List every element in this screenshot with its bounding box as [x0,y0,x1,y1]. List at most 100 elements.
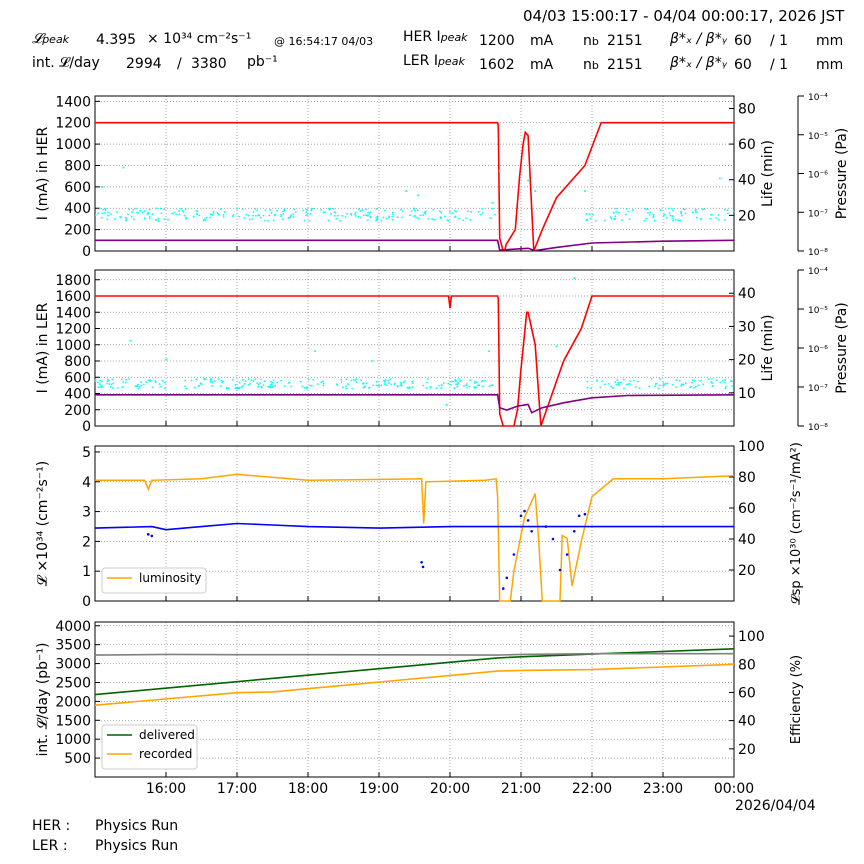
specific-lumi-point [519,514,523,518]
pressure-point [424,210,427,213]
pressure-point [401,210,404,213]
pressure-point [607,383,610,385]
pressure-point [417,194,420,197]
pressure-point [613,218,615,221]
pressure-point [269,209,272,211]
pressure-point [131,211,133,214]
pressure-point [594,219,597,222]
x-tick-label: 17:00 [217,781,257,797]
pressure-point [389,378,392,380]
pressure-point [488,385,491,388]
pressure-point [616,379,619,381]
pressure-point [147,211,150,214]
y-tick-label: 1600 [55,289,91,305]
pressure-point [711,378,713,380]
pressure-point [97,381,99,384]
pressure-point [234,387,237,390]
y-tick-label: 800 [64,158,91,174]
series-life-line [95,394,735,414]
pressure-point [404,190,407,193]
pressure-point [596,379,598,382]
pressure-point [283,208,286,211]
pressure-point [137,212,140,214]
pressure-point [357,215,360,218]
pressure-point [488,350,491,353]
pressure-point [149,379,152,382]
pressure-point [308,220,311,222]
y-axis-label: I (mA) in LER [35,302,51,393]
pressure-point [238,215,241,218]
pressure-point [671,215,674,218]
pressure-point [175,213,177,216]
pressure-point [116,387,119,389]
pressure-point [165,358,167,361]
pressure-point [280,215,282,218]
pressure-point [350,379,353,382]
pressure-point [527,179,530,182]
pressure-point [305,211,308,214]
pressure-point [481,380,484,382]
plot-frame [94,621,735,778]
specific-lumi-point [146,533,150,536]
pressure-point [355,378,358,381]
pressure-point [470,210,473,213]
pressure-point [238,386,241,389]
y2-tick-label: 40 [738,173,756,189]
y2-tick-label: 20 [738,353,756,369]
x-tick-label: 23:00 [643,781,683,797]
pressure-point [167,218,169,221]
pressure-point [610,385,612,388]
y-tick-label: 1400 [55,94,91,110]
pressure-point [247,214,250,217]
pressure-point [357,208,360,211]
pressure-point [474,382,476,384]
her-betax-value: 60 [734,33,752,49]
pressure-point [732,210,735,213]
pressure-point [612,212,615,214]
pressure-point [119,216,122,219]
pressure-point [455,380,457,382]
pressure-point [245,213,248,216]
pressure-point [222,380,224,383]
pressure-point [128,208,131,211]
pressure-point [621,219,623,222]
pressure-point [339,220,341,222]
pressure-point [431,218,434,221]
pressure-point [293,208,296,211]
pressure-point [625,383,628,386]
pressure-point [454,215,457,218]
pressure-point [329,207,332,210]
pressure-point [142,383,145,386]
pressure-point [654,385,656,388]
pressure-point [701,208,704,211]
her-ipeak-unit: mA [530,33,554,49]
pressure-point [411,386,414,389]
pressure-point [652,213,655,216]
pressure-point [368,213,371,216]
pressure-point [614,215,617,218]
pressure-point [601,380,603,383]
pressure-point [290,385,293,388]
pressure-point [128,378,131,380]
pressure-point [320,381,323,383]
pressure-point [259,216,262,219]
pressure-point [262,384,265,386]
pressure-point [217,213,220,216]
pressure-point [267,385,269,388]
pressure-point [647,212,649,214]
pressure-point [697,384,700,387]
pressure-point [196,212,198,215]
pressure-point [227,387,230,390]
pressure-point [158,383,161,385]
pressure-point [680,384,683,387]
specific-lumi-point [523,509,526,513]
pressure-point [406,386,409,389]
pressure-point [491,207,494,210]
pressure-point [695,385,697,388]
y-tick-label: 1800 [55,273,91,289]
specific-lumi-point [501,587,505,590]
pressure-point [629,383,631,385]
pressure-point [294,211,297,213]
pressure-point [271,382,274,384]
pressure-point [341,215,343,217]
